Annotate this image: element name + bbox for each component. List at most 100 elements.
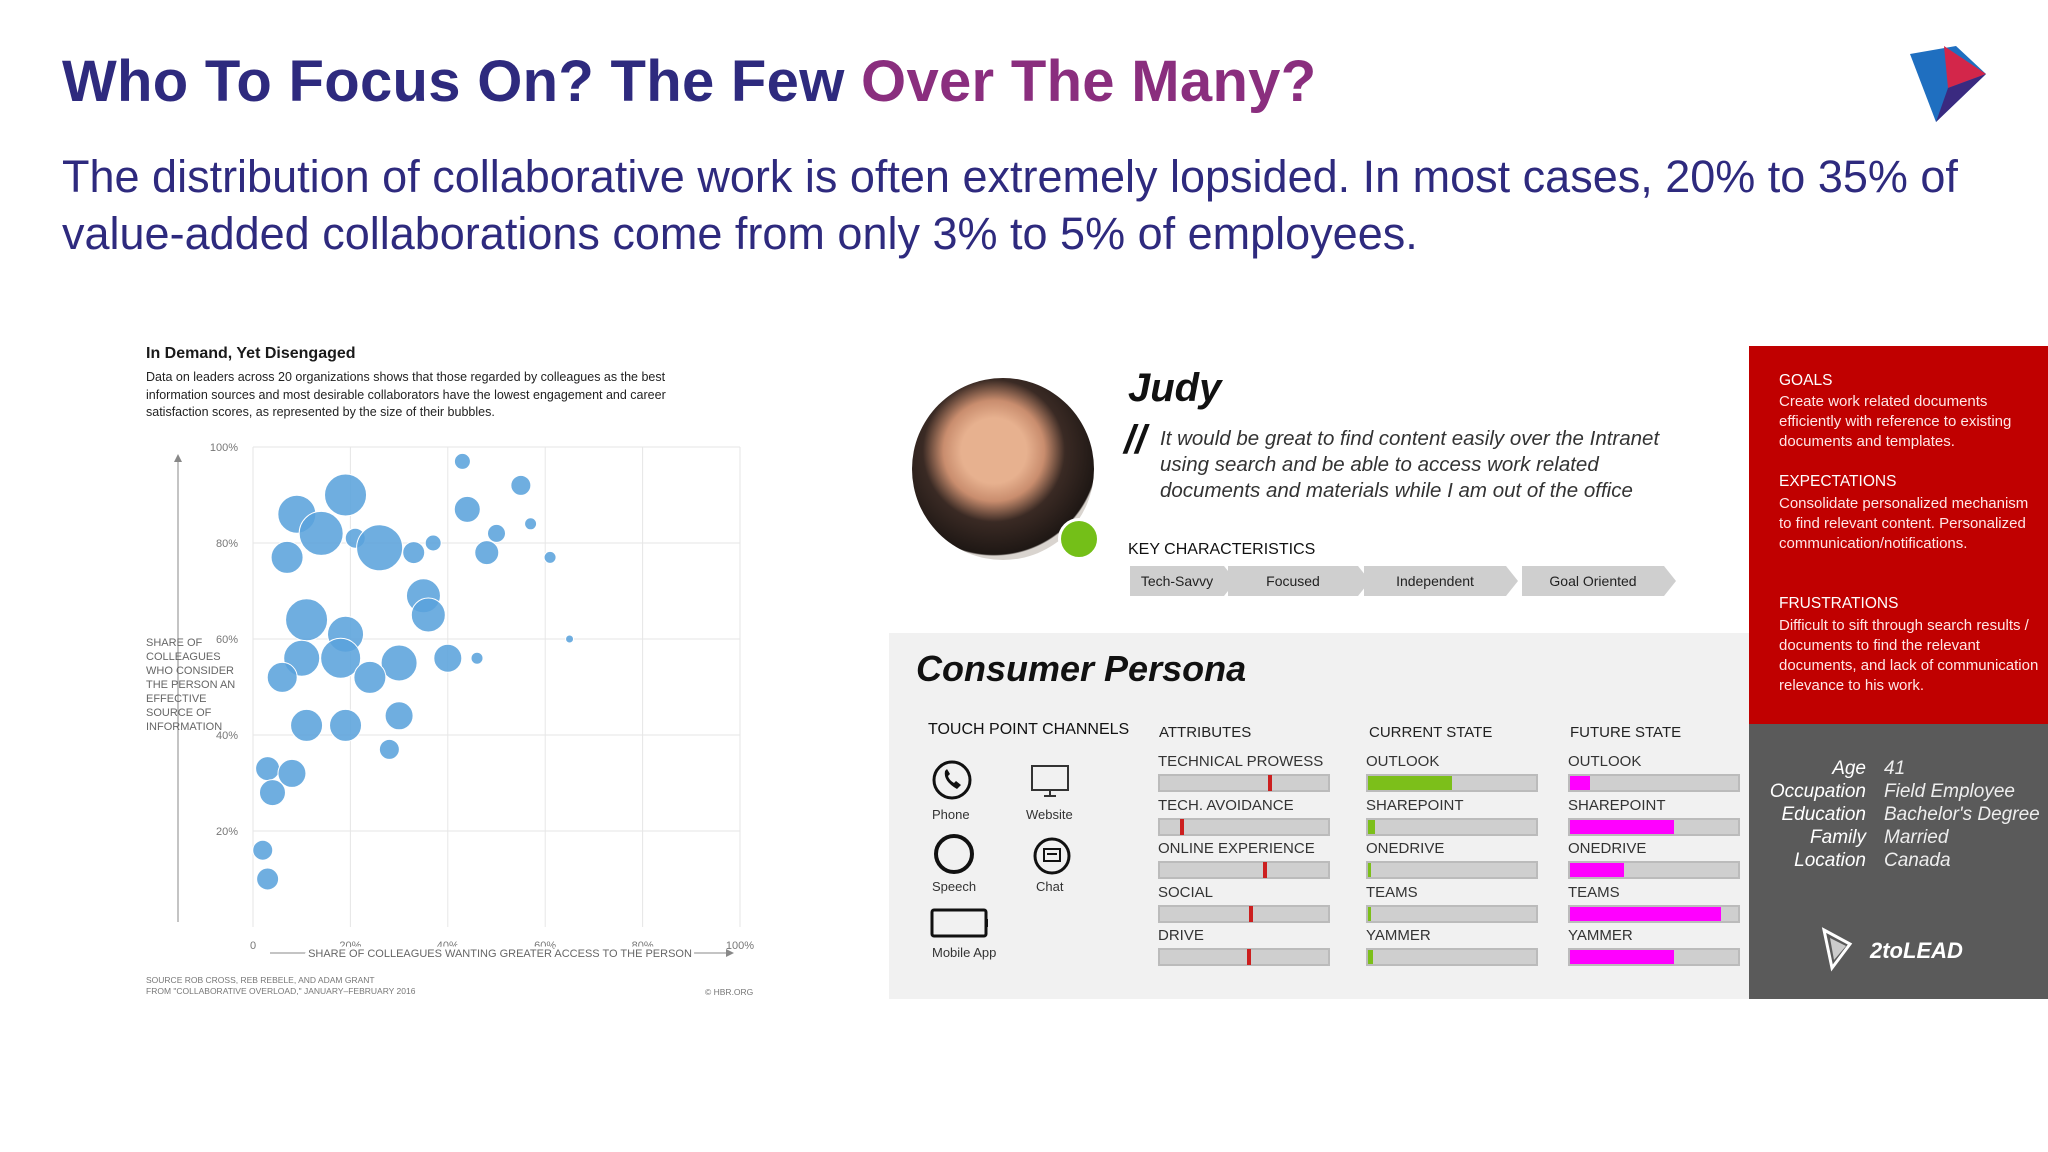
brand-2tolead-logo: 2toLEAD — [1821, 927, 1963, 972]
quote-icon: // — [1124, 418, 1147, 462]
x-axis-label: SHARE OF COLLEAGUES WANTING GREATER ACCE… — [308, 948, 692, 960]
attributes-label: ONLINE EXPERIENCE — [1158, 840, 1315, 857]
current-label: YAMMER — [1366, 927, 1431, 944]
current-bar — [1366, 774, 1538, 792]
goals-panel — [1749, 346, 2048, 724]
profile-key-family: Family — [1810, 827, 1866, 848]
bubble-point — [256, 867, 280, 891]
bubble-point — [252, 839, 274, 861]
source-line-1: Source Rob Cross, Reb Rebele, and Adam G… — [146, 975, 375, 985]
frustrations-head: FRUSTRATIONS — [1779, 595, 1899, 612]
x-tick-label: 20% — [339, 940, 361, 952]
chip-independent: Independent — [1364, 566, 1518, 596]
expectations-text: Consolidate personalized mechanism to fi… — [1779, 495, 2029, 552]
current-label: TEAMS — [1366, 884, 1418, 901]
page-title: Who To Focus On? The Few Over The Many? — [62, 48, 1316, 115]
future-label: YAMMER — [1568, 927, 1633, 944]
future-bar — [1568, 948, 1740, 966]
attributes-label: TECHNICAL PROWESS — [1158, 753, 1324, 770]
future-bar — [1568, 905, 1740, 923]
touch-label-chat: Chat — [1036, 879, 1064, 894]
chart-source: Source Rob Cross, Reb Rebele, and Adam G… — [146, 975, 415, 997]
speech-icon — [932, 832, 976, 876]
profile-key-age: Age — [1832, 758, 1866, 779]
bubble-point — [270, 540, 304, 574]
profile-key-occupation: Occupation — [1769, 781, 1866, 802]
chart-description: Data on leaders across 20 organizations … — [146, 370, 666, 419]
profile-value-age: 41 — [1884, 758, 1906, 779]
y-tick-label: 40% — [216, 730, 238, 742]
chart-bubbles — [252, 452, 575, 891]
attributes-label: SOCIAL — [1158, 884, 1214, 901]
profile-panel — [1749, 724, 2048, 999]
chart-grid — [252, 446, 741, 927]
touch-label-mobile-app: Mobile App — [932, 945, 997, 960]
future-label: ONEDRIVE — [1568, 840, 1647, 857]
bubble-chart: 0 20% 40% 60% 80% 100% 20% 40% 60% 80% 100% SHARE … — [174, 442, 754, 963]
future-label: OUTLOOK — [1568, 753, 1642, 770]
bubble-point — [285, 598, 329, 642]
bar-fill — [1368, 950, 1374, 964]
chip-goal-oriented: Goal Oriented — [1522, 566, 1676, 596]
x-tick-label: 80% — [632, 940, 654, 952]
y-tick-label: 60% — [216, 634, 238, 646]
consumer-persona-panel — [889, 633, 1749, 999]
attributes-bar — [1158, 948, 1330, 966]
bubble-point — [410, 597, 446, 633]
y-tick-label: 100% — [210, 442, 238, 454]
brand-logo-icon — [1910, 46, 1986, 122]
bubble-point — [453, 452, 471, 470]
title-part-2: Over The Many? — [861, 49, 1317, 114]
bubble-point — [384, 701, 414, 731]
bubble-point — [470, 651, 484, 665]
bar-marker — [1268, 775, 1273, 791]
bubble-point — [290, 708, 324, 742]
brand-text: 2toLEAD — [1869, 938, 1963, 963]
bar-fill — [1368, 863, 1372, 877]
attributes-bar — [1158, 818, 1330, 836]
attributes-head: ATTRIBUTES — [1159, 724, 1252, 741]
mobile-app-icon — [930, 908, 990, 938]
future-label: SHAREPOINT — [1568, 797, 1666, 814]
x-tick-label: 100% — [726, 940, 754, 952]
bubble-point — [277, 758, 307, 788]
key-characteristics-title: KEY CHARACTERISTICS — [1128, 541, 1316, 558]
current-label: ONEDRIVE — [1366, 840, 1445, 857]
future-label: TEAMS — [1568, 884, 1620, 901]
x-axis-arrowhead — [726, 949, 734, 957]
bubble-point — [380, 644, 418, 682]
bubble-point — [433, 643, 463, 673]
persona-quote: It would be great to find content easily… — [1160, 427, 1660, 502]
bar-fill — [1368, 907, 1372, 921]
future-state-head: FUTURE STATE — [1570, 724, 1682, 741]
profile-value-location: Canada — [1884, 850, 1951, 871]
bubble-point — [329, 708, 363, 742]
current-label: SHAREPOINT — [1366, 797, 1464, 814]
current-state-head: CURRENT STATE — [1369, 724, 1493, 741]
bubble-point — [266, 661, 298, 693]
profile-value-education: Bachelor's Degree — [1884, 804, 2040, 825]
touch-label-website: Website — [1026, 807, 1073, 822]
profile-value-family: Married — [1884, 827, 1949, 848]
chip-focused: Focused — [1228, 566, 1370, 596]
bubble-point — [258, 779, 286, 807]
chart-title: In Demand, Yet Disengaged — [146, 345, 356, 362]
frustrations-text: Difficult to sift through search results… — [1779, 617, 2039, 694]
phone-icon — [930, 758, 974, 802]
y-tick-label: 20% — [216, 826, 238, 838]
bar-marker — [1263, 862, 1268, 878]
profile-key-location: Location — [1794, 850, 1866, 871]
bar-fill — [1570, 907, 1722, 921]
persona-name: Judy — [1128, 366, 1222, 410]
bubble-point — [524, 517, 538, 531]
attributes-label: DRIVE — [1158, 927, 1204, 944]
source-line-2: From "Collaborative Overload," January–F… — [146, 986, 416, 996]
bar-marker — [1248, 906, 1253, 922]
bar-fill — [1368, 776, 1452, 790]
current-bar — [1366, 818, 1538, 836]
current-bar — [1366, 861, 1538, 879]
bar-marker — [1179, 819, 1184, 835]
current-bar — [1366, 905, 1538, 923]
bubble-point — [298, 510, 344, 556]
chat-icon — [1030, 834, 1074, 878]
